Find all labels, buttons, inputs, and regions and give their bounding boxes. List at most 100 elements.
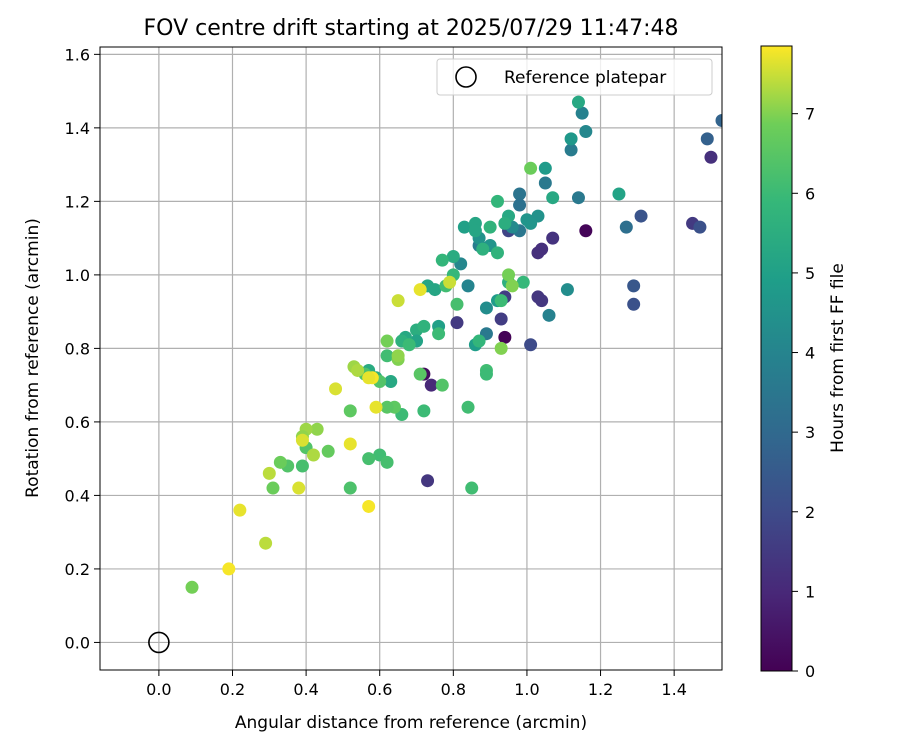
reference-platepar-marker (148, 631, 170, 654)
colorbar: 0 1 2 3 4 5 6 7 Hours from first FF file (760, 45, 848, 681)
scatter-point (502, 268, 516, 282)
scatter-point (579, 125, 593, 139)
scatter-point (538, 161, 552, 175)
scatter-point (343, 437, 357, 451)
scatter-point (490, 246, 504, 260)
scatter-point (535, 294, 549, 308)
y-tick-label: 1.0 (65, 266, 90, 285)
scatter-point (505, 279, 519, 293)
x-tick-label: 0.2 (220, 680, 245, 699)
scatter-point (535, 242, 549, 256)
scatter-point (435, 253, 449, 267)
colorbar-tick-label: 1 (805, 582, 815, 601)
y-tick-label: 1.2 (65, 192, 90, 211)
scatter-point (413, 367, 427, 381)
scatter-point (498, 330, 512, 344)
colorbar-ticks: 0 1 2 3 4 5 6 7 (792, 105, 815, 681)
scatter-point (627, 279, 641, 293)
x-tick-label: 1.4 (661, 680, 686, 699)
scatter-point (579, 224, 593, 238)
colorbar-tick-label: 4 (805, 344, 815, 363)
scatter-point (461, 400, 475, 414)
y-tick-label: 0.2 (65, 560, 90, 579)
scatter-point (443, 275, 457, 289)
scatter-point (369, 400, 383, 414)
scatter-point (432, 327, 446, 341)
scatter-point (259, 536, 273, 550)
y-tick-label: 1.6 (65, 45, 90, 64)
data-points (185, 95, 722, 594)
scatter-point (402, 338, 416, 352)
x-tick-label: 0.8 (441, 680, 466, 699)
scatter-point (546, 191, 560, 205)
scatter-point (479, 367, 493, 381)
scatter-point (306, 448, 320, 462)
scatter-point (417, 404, 431, 418)
scatter-point (329, 382, 343, 396)
scatter-point (185, 580, 199, 594)
scatter-point (715, 114, 722, 128)
colorbar-gradient (760, 45, 793, 672)
x-tick-label: 0.0 (146, 680, 171, 699)
scatter-point (461, 279, 475, 293)
scatter-point (446, 250, 460, 264)
scatter-point (424, 378, 438, 392)
scatter-point (233, 503, 247, 517)
colorbar-tick-label: 0 (805, 662, 815, 681)
chart-title: FOV centre drift starting at 2025/07/29 … (144, 16, 679, 41)
scatter-point (380, 400, 394, 414)
scatter-point (564, 143, 578, 157)
scatter-point (266, 481, 280, 495)
scatter-point (479, 301, 493, 315)
scatter-point (546, 231, 560, 245)
x-tick-label: 0.6 (367, 680, 392, 699)
grid-lines (100, 47, 722, 670)
scatter-point (564, 132, 578, 146)
scatter-point (468, 224, 482, 238)
scatter-point (380, 334, 394, 348)
colorbar-tick-label: 5 (805, 264, 815, 283)
scatter-point (494, 341, 508, 355)
y-tick-label: 0.0 (65, 633, 90, 652)
scatter-point (450, 297, 464, 311)
scatter-point (465, 481, 479, 495)
scatter-point (627, 297, 641, 311)
scatter-point (542, 308, 556, 322)
scatter-point (413, 283, 427, 297)
y-tick-label: 1.4 (65, 119, 90, 138)
scatter-point (513, 198, 527, 212)
scatter-point (524, 338, 538, 352)
colorbar-tick-label: 3 (805, 423, 815, 442)
scatter-point (516, 275, 530, 289)
scatter-point (421, 474, 435, 488)
scatter-point (490, 194, 504, 208)
y-tick-label: 0.4 (65, 486, 90, 505)
scatter-point (435, 378, 449, 392)
scatter-point (571, 191, 585, 205)
scatter-point (310, 422, 324, 436)
scatter-point (634, 209, 648, 223)
scatter-point (538, 176, 552, 190)
legend-entry-reference: Reference platepar (504, 68, 666, 88)
scatter-point (524, 216, 538, 230)
scatter-point (450, 316, 464, 330)
scatter-point (700, 132, 714, 146)
scatter-point (560, 283, 574, 297)
colorbar-tick-label: 6 (805, 184, 815, 203)
scatter-point (513, 187, 527, 201)
scatter-point (494, 294, 508, 308)
scatter-point (575, 106, 589, 120)
scatter-point (362, 371, 376, 385)
scatter-point (273, 455, 287, 469)
scatter-point (380, 455, 394, 469)
scatter-point (362, 452, 376, 466)
scatter-point (343, 404, 357, 418)
x-tick-label: 1.2 (588, 680, 613, 699)
colorbar-tick-label: 2 (805, 503, 815, 522)
scatter-point (292, 481, 306, 495)
scatter-point (384, 374, 398, 388)
scatter-point (351, 363, 365, 377)
scatter-point (391, 349, 405, 363)
scatter-point (483, 220, 497, 234)
